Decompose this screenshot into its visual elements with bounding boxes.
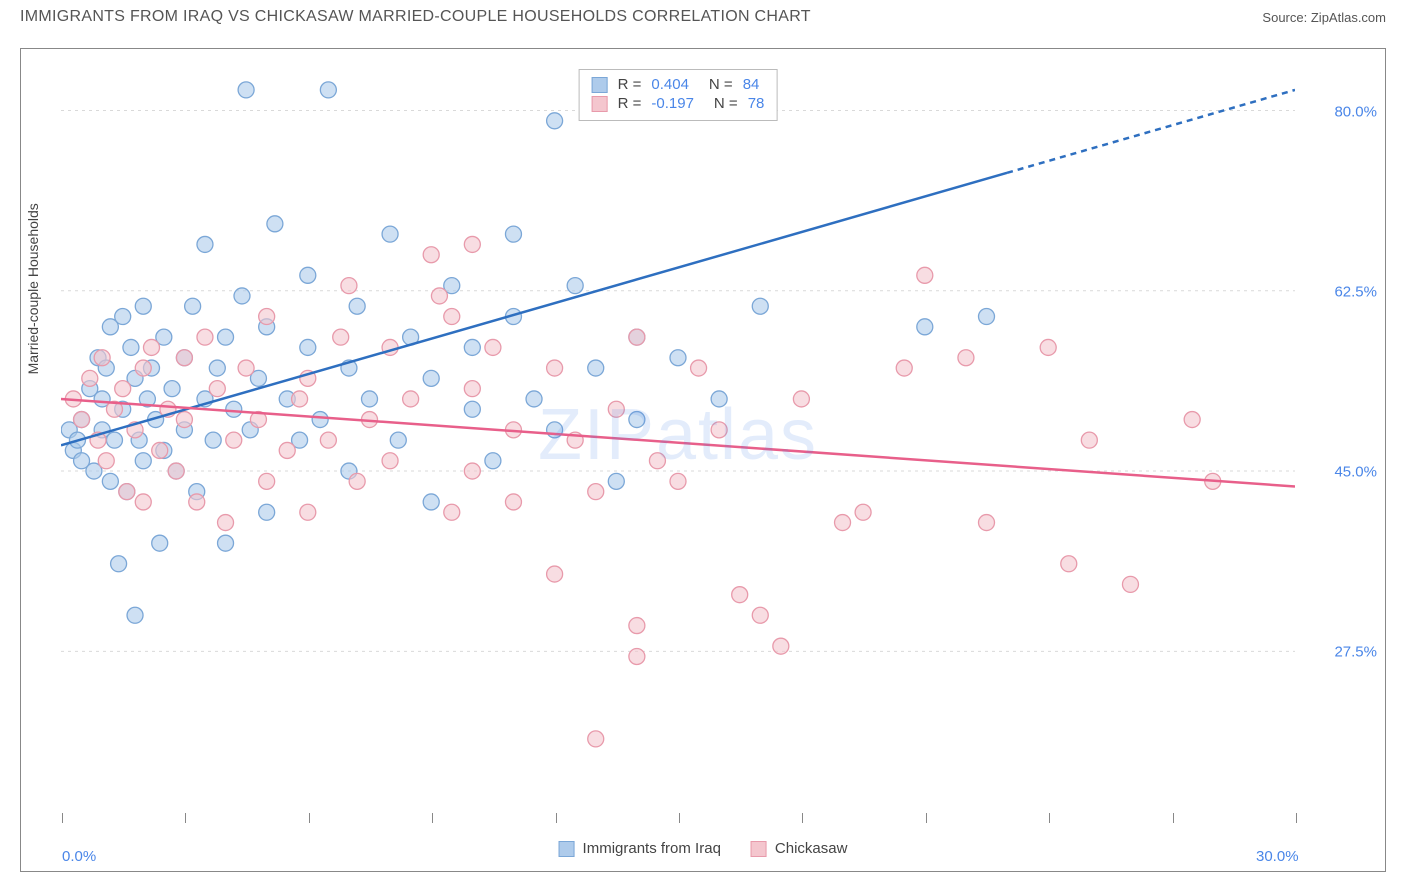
x-axis-legend: Immigrants from Iraq Chickasaw (559, 840, 848, 857)
legend-swatch-iraq (559, 841, 575, 857)
y-tick-label: 80.0% (1334, 103, 1377, 120)
x-tick-mark (679, 813, 680, 823)
chart-title: IMMIGRANTS FROM IRAQ VS CHICKASAW MARRIE… (20, 8, 811, 26)
legend-label-iraq: Immigrants from Iraq (583, 840, 721, 857)
x-tick-mark (309, 813, 310, 823)
x-tick-mark (802, 813, 803, 823)
corr-row-iraq: R = 0.404 N = 84 (592, 76, 765, 93)
source-link[interactable]: ZipAtlas.com (1311, 10, 1386, 25)
plot-area: ZIPatlas R = 0.404 N = 84 R = -0.197 N =… (61, 59, 1295, 811)
corr-r-value-iraq: 0.404 (651, 76, 689, 93)
x-tick-mark (62, 813, 63, 823)
chart-svg (61, 59, 1295, 811)
x-tick-mark (432, 813, 433, 823)
corr-n-value-chickasaw: 78 (748, 95, 765, 112)
x-tick-mark (556, 813, 557, 823)
corr-n-label: N = (709, 76, 733, 93)
corr-n-label: N = (714, 95, 738, 112)
source-label: Source: (1262, 10, 1307, 25)
y-tick-label: 27.5% (1334, 644, 1377, 661)
legend-item-iraq: Immigrants from Iraq (559, 840, 721, 857)
legend-item-chickasaw: Chickasaw (751, 840, 848, 857)
source-attribution: Source: ZipAtlas.com (1262, 10, 1386, 25)
corr-n-value-iraq: 84 (743, 76, 760, 93)
x-tick-mark (1049, 813, 1050, 823)
correlation-box: R = 0.404 N = 84 R = -0.197 N = 78 (579, 69, 778, 121)
corr-r-label: R = (618, 76, 642, 93)
y-axis-label: Married-couple Households (25, 203, 41, 374)
corr-r-label: R = (618, 95, 642, 112)
x-tick-label: 0.0% (62, 848, 96, 865)
corr-r-value-chickasaw: -0.197 (651, 95, 694, 112)
x-tick-mark (926, 813, 927, 823)
y-tick-label: 62.5% (1334, 283, 1377, 300)
chart-container: Married-couple Households ZIPatlas R = 0… (20, 48, 1386, 872)
swatch-chickasaw (592, 96, 608, 112)
x-tick-mark (1296, 813, 1297, 823)
x-tick-mark (1173, 813, 1174, 823)
x-tick-label: 30.0% (1256, 848, 1299, 865)
y-tick-label: 45.0% (1334, 464, 1377, 481)
legend-label-chickasaw: Chickasaw (775, 840, 848, 857)
x-tick-mark (185, 813, 186, 823)
swatch-iraq (592, 77, 608, 93)
legend-swatch-chickasaw (751, 841, 767, 857)
chart-header: IMMIGRANTS FROM IRAQ VS CHICKASAW MARRIE… (0, 0, 1406, 32)
corr-row-chickasaw: R = -0.197 N = 78 (592, 95, 765, 112)
